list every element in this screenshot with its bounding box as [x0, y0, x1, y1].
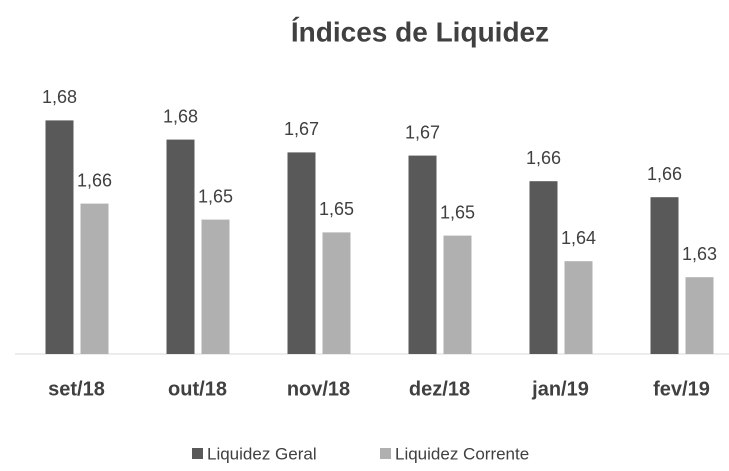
bar [201, 219, 230, 354]
x-tick-label: fev/19 [653, 378, 710, 400]
bar [287, 152, 316, 354]
data-label: 1,68 [42, 87, 77, 107]
chart-title: Índices de Liquidez [291, 16, 549, 47]
data-label: 1,66 [526, 148, 561, 168]
x-tick-label: out/18 [168, 378, 227, 400]
legend-label: Liquidez Geral [207, 444, 317, 463]
bar [564, 261, 593, 354]
x-tick-label: dez/18 [409, 378, 470, 400]
bar [529, 181, 558, 354]
bar [443, 235, 472, 354]
bar [166, 139, 195, 354]
data-label: 1,67 [284, 119, 319, 139]
bar [408, 155, 437, 354]
data-label: 1,66 [77, 170, 112, 190]
bar [650, 197, 679, 354]
data-label: 1,65 [319, 199, 354, 219]
data-label: 1,65 [198, 186, 233, 206]
x-tick-label: nov/18 [287, 378, 350, 400]
bar [80, 203, 109, 354]
data-label: 1,65 [440, 202, 475, 222]
data-label: 1,63 [682, 244, 717, 264]
data-label: 1,67 [405, 122, 440, 142]
data-label: 1,66 [647, 164, 682, 184]
legend-label: Liquidez Corrente [395, 444, 529, 463]
x-tick-label: set/18 [48, 378, 105, 400]
data-label: 1,64 [561, 228, 596, 248]
bar [322, 232, 351, 354]
bar [685, 277, 714, 354]
legend-swatch [192, 448, 203, 459]
bar [45, 120, 74, 355]
x-tick-label: jan/19 [531, 378, 589, 400]
legend-swatch [380, 448, 391, 459]
data-label: 1,68 [163, 106, 198, 126]
